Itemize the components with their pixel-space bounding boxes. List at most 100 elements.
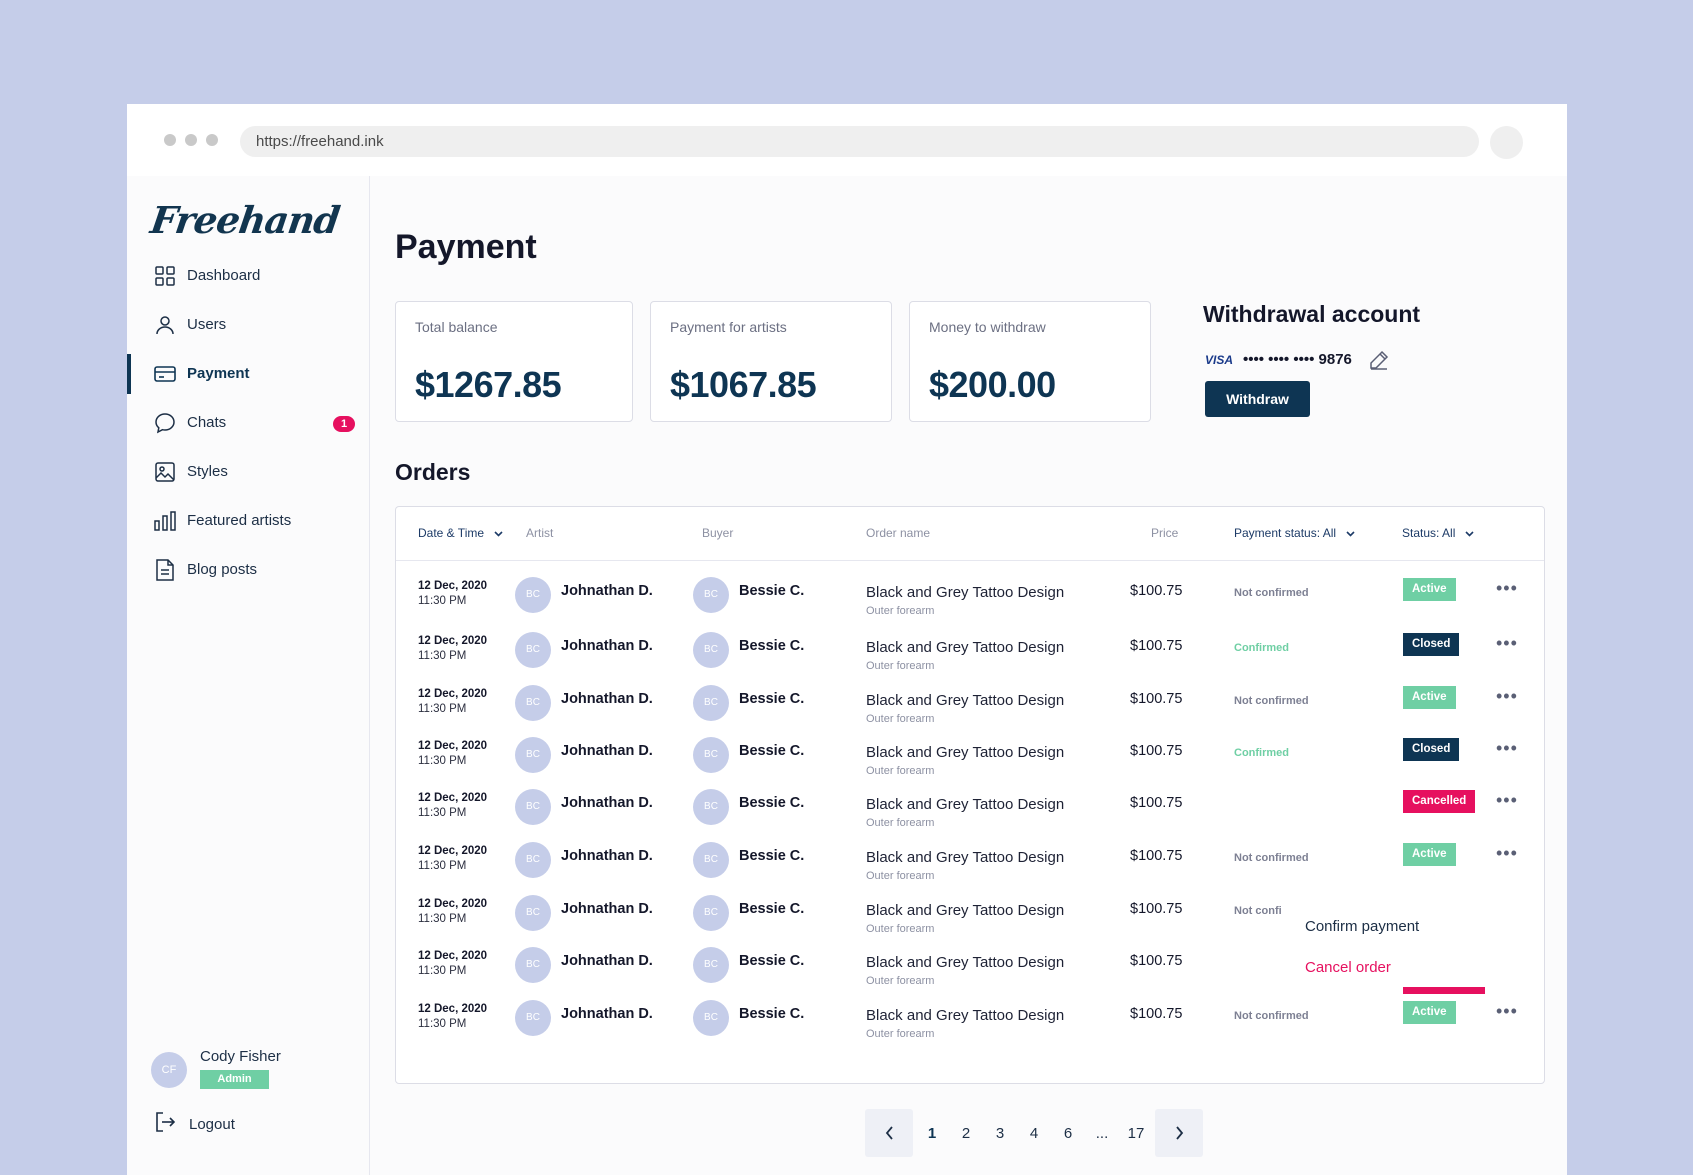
sidebar-item-label: Styles bbox=[187, 463, 228, 480]
table-row[interactable]: 12 Dec, 2020 11:30 PM BC Johnathan D. BC Bess… bbox=[396, 940, 1544, 995]
status-badge: Active bbox=[1403, 686, 1456, 709]
order-price: $100.75 bbox=[1130, 638, 1183, 654]
more-options-icon[interactable]: ••• bbox=[1496, 686, 1518, 706]
page-number[interactable]: 2 bbox=[961, 1124, 971, 1142]
withdraw-amount-card: Money to withdraw $200.00 bbox=[909, 301, 1151, 422]
table-row[interactable]: 12 Dec, 2020 11:30 PM BC Johnathan D. BC Bess… bbox=[396, 678, 1544, 733]
unread-badge: 1 bbox=[333, 416, 355, 432]
buyer-name[interactable]: Bessie C. bbox=[739, 1006, 805, 1022]
order-name: Black and Grey Tattoo Design bbox=[866, 902, 1065, 919]
pagination: 1 2 3 4 6... 17 bbox=[865, 1109, 1203, 1157]
chevron-down-icon bbox=[1465, 531, 1474, 537]
payment-status-filter[interactable]: Payment status: All bbox=[1234, 526, 1355, 540]
page-number[interactable]: 3 bbox=[995, 1124, 1005, 1142]
page-number[interactable]: 4 bbox=[1029, 1124, 1039, 1142]
more-options-icon[interactable]: ••• bbox=[1496, 843, 1518, 863]
artist-name[interactable]: Johnathan D. bbox=[561, 1006, 653, 1022]
order-price: $100.75 bbox=[1130, 1006, 1183, 1022]
artist-avatar: BC bbox=[515, 789, 551, 825]
visa-logo: VISA bbox=[1205, 353, 1234, 367]
page-number[interactable]: 1 bbox=[927, 1124, 937, 1142]
order-name: Black and Grey Tattoo Design bbox=[866, 744, 1065, 761]
window-dot[interactable] bbox=[164, 134, 176, 146]
card-value: $200.00 bbox=[929, 364, 1056, 405]
logout-button[interactable]: Logout bbox=[155, 1112, 235, 1137]
confirm-payment-option[interactable]: Confirm payment bbox=[1305, 918, 1420, 935]
status-badge: Cancelled bbox=[1403, 790, 1476, 813]
table-row[interactable]: 12 Dec, 2020 11:30 PM BC Johnathan D. BC Bess… bbox=[396, 888, 1544, 943]
orders-table: Date & Time Artist Buyer Order name Pric… bbox=[395, 506, 1545, 1084]
column-label: Payment status: All bbox=[1234, 526, 1337, 540]
window-dot[interactable] bbox=[185, 134, 197, 146]
order-date: 12 Dec, 2020 bbox=[418, 950, 488, 962]
artists-payment-card: Payment for artists $1067.85 bbox=[650, 301, 892, 422]
edit-icon[interactable] bbox=[1369, 350, 1389, 375]
artist-avatar: BC bbox=[515, 737, 551, 773]
buyer-name[interactable]: Bessie C. bbox=[739, 743, 805, 759]
more-options-icon[interactable]: ••• bbox=[1496, 790, 1518, 810]
artist-name[interactable]: Johnathan D. bbox=[561, 691, 653, 707]
more-options-icon[interactable]: ••• bbox=[1496, 633, 1518, 653]
payment-status: Not confi bbox=[1234, 905, 1282, 917]
sidebar-item-label: Featured artists bbox=[187, 512, 292, 529]
sort-date-header[interactable]: Date & Time bbox=[418, 526, 503, 540]
order-time: 11:30 PM bbox=[418, 1018, 467, 1030]
buyer-name[interactable]: Bessie C. bbox=[739, 901, 805, 917]
artist-name[interactable]: Johnathan D. bbox=[561, 638, 653, 654]
sidebar-item-payment[interactable]: Payment bbox=[127, 354, 370, 394]
freehand-logo[interactable]: Freehand bbox=[147, 198, 342, 242]
table-row[interactable]: 12 Dec, 2020 11:30 PM BC Johnathan D. BC Bess… bbox=[396, 782, 1544, 837]
artist-name[interactable]: Johnathan D. bbox=[561, 583, 653, 599]
artist-name[interactable]: Johnathan D. bbox=[561, 743, 653, 759]
cancel-order-option[interactable]: Cancel order bbox=[1305, 959, 1391, 976]
artist-name[interactable]: Johnathan D. bbox=[561, 848, 653, 864]
sidebar-item-label: Payment bbox=[187, 365, 250, 382]
next-page-button[interactable] bbox=[1155, 1109, 1203, 1157]
sidebar-item-dashboard[interactable]: Dashboard bbox=[127, 256, 370, 296]
status-badge: Active bbox=[1403, 578, 1456, 601]
table-row[interactable]: 12 Dec, 2020 11:30 PM BC Johnathan D. BC Bess… bbox=[396, 570, 1544, 625]
table-row[interactable]: 12 Dec, 2020 11:30 PM BC Johnathan D. BC Bess… bbox=[396, 625, 1544, 680]
artist-name[interactable]: Johnathan D. bbox=[561, 953, 653, 969]
buyer-name[interactable]: Bessie C. bbox=[739, 848, 805, 864]
order-price: $100.75 bbox=[1130, 691, 1183, 707]
order-placement: Outer forearm bbox=[866, 870, 935, 882]
withdraw-button[interactable]: Withdraw bbox=[1205, 381, 1310, 417]
table-row[interactable]: 12 Dec, 2020 11:30 PM BC Johnathan D. BC Bess… bbox=[396, 993, 1544, 1048]
chevron-down-icon bbox=[1346, 531, 1355, 537]
sidebar-item-blog-posts[interactable]: Blog posts bbox=[127, 550, 370, 590]
table-row[interactable]: 12 Dec, 2020 11:30 PM BC Johnathan D. BC Bess… bbox=[396, 835, 1544, 890]
sidebar-item-featured-artists[interactable]: Featured artists bbox=[127, 501, 370, 541]
window-dot[interactable] bbox=[206, 134, 218, 146]
page-number[interactable]: 17 bbox=[1127, 1124, 1145, 1142]
buyer-name[interactable]: Bessie C. bbox=[739, 638, 805, 654]
more-options-icon[interactable]: ••• bbox=[1496, 738, 1518, 758]
order-name: Black and Grey Tattoo Design bbox=[866, 849, 1065, 866]
orders-title: Orders bbox=[395, 459, 471, 485]
balance-card: Total balance $1267.85 bbox=[395, 301, 633, 422]
browser-profile-button[interactable] bbox=[1490, 126, 1523, 159]
table-header: Date & Time Artist Buyer Order name Pric… bbox=[396, 507, 1544, 561]
order-placement: Outer forearm bbox=[866, 817, 935, 829]
status-filter[interactable]: Status: All bbox=[1402, 526, 1474, 540]
buyer-name[interactable]: Bessie C. bbox=[739, 795, 805, 811]
buyer-name[interactable]: Bessie C. bbox=[739, 953, 805, 969]
address-bar[interactable]: https://freehand.ink bbox=[240, 126, 1479, 157]
artist-name[interactable]: Johnathan D. bbox=[561, 795, 653, 811]
buyer-name[interactable]: Bessie C. bbox=[739, 691, 805, 707]
more-options-icon[interactable]: ••• bbox=[1496, 1001, 1518, 1021]
order-price: $100.75 bbox=[1130, 953, 1183, 969]
page-number[interactable]: 6 bbox=[1063, 1124, 1073, 1142]
sidebar-item-users[interactable]: Users bbox=[127, 305, 370, 345]
order-name: Black and Grey Tattoo Design bbox=[866, 796, 1065, 813]
sidebar-item-chats[interactable]: Chats 1 bbox=[127, 403, 370, 443]
user-name: Cody Fisher bbox=[200, 1048, 281, 1065]
more-options-icon[interactable]: ••• bbox=[1496, 578, 1518, 598]
prev-page-button[interactable] bbox=[865, 1109, 913, 1157]
table-row[interactable]: 12 Dec, 2020 11:30 PM BC Johnathan D. BC Bess… bbox=[396, 730, 1544, 785]
artist-name[interactable]: Johnathan D. bbox=[561, 901, 653, 917]
order-name: Black and Grey Tattoo Design bbox=[866, 1007, 1065, 1024]
buyer-avatar: BC bbox=[693, 577, 729, 613]
sidebar-item-styles[interactable]: Styles bbox=[127, 452, 370, 492]
buyer-name[interactable]: Bessie C. bbox=[739, 583, 805, 599]
